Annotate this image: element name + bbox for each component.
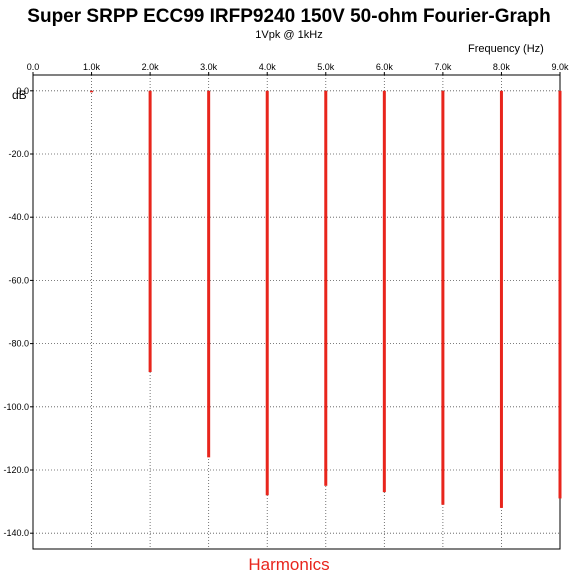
y-tick-label: -60.0 [8, 275, 29, 285]
y-tick-label: -100.0 [3, 402, 29, 412]
harmonic-bar [558, 90, 562, 499]
x-tick-label: 4.0k [259, 62, 277, 72]
y-tick-label: -40.0 [8, 212, 29, 222]
harmonic-bar [382, 90, 386, 493]
y-tick-label: -20.0 [8, 149, 29, 159]
y-axis-label: dB [12, 88, 27, 102]
harmonic-bar [499, 90, 503, 508]
y-tick-label: 0.0 [16, 86, 29, 96]
harmonic-bar [441, 90, 445, 505]
harmonic-bar [148, 90, 152, 373]
harmonic-bar [90, 90, 94, 93]
x-axis-label: Frequency (Hz) [468, 43, 544, 55]
x-tick-label: 7.0k [434, 62, 452, 72]
chart-title: Super SRPP ECC99 IRFP9240 150V 50-ohm Fo… [27, 6, 551, 27]
y-tick-label: -140.0 [3, 528, 29, 538]
x-tick-label: 2.0k [142, 62, 160, 72]
x-tick-label: 1.0k [83, 62, 101, 72]
harmonic-bar [324, 90, 328, 486]
chart-footer-label: Harmonics [248, 555, 330, 574]
x-tick-label: 0.0 [27, 62, 40, 72]
x-tick-label: 8.0k [493, 62, 511, 72]
x-tick-label: 3.0k [200, 62, 218, 72]
harmonic-bar [207, 90, 211, 458]
x-tick-label: 6.0k [376, 62, 394, 72]
harmonic-bar [265, 90, 269, 496]
plot-frame [32, 74, 561, 550]
x-tick-label: 9.0k [551, 62, 569, 72]
y-tick-label: -120.0 [3, 465, 29, 475]
chart-subtitle: 1Vpk @ 1kHz [255, 29, 323, 41]
y-tick-label: -80.0 [8, 339, 29, 349]
x-tick-label: 5.0k [317, 62, 335, 72]
